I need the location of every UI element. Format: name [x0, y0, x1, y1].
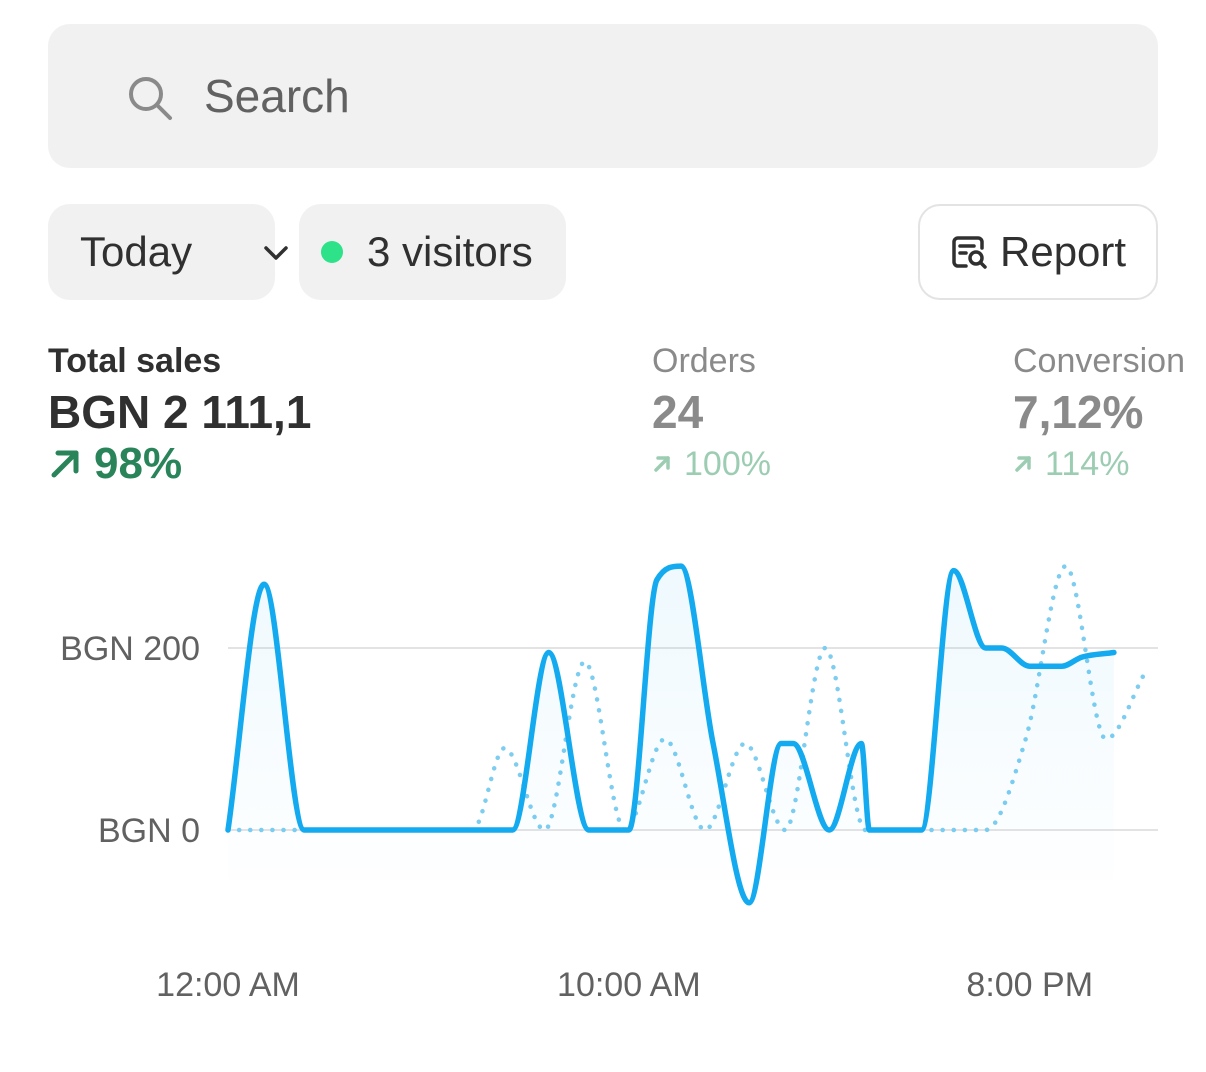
report-label: Report: [1000, 228, 1127, 275]
metric-label: Orders: [652, 342, 756, 380]
y-tick-label: BGN 200: [60, 630, 200, 668]
metric-total-sales[interactable]: Total sales BGN 2 111,1 98%: [48, 340, 311, 488]
live-status-dot: [321, 241, 343, 263]
metric-delta: 100%: [652, 440, 771, 488]
metric-value: BGN 2 111,1: [48, 386, 312, 438]
metric-delta: 98%: [48, 440, 311, 488]
arrow-up-right-icon: [654, 456, 670, 472]
date-range-dropdown[interactable]: Today: [48, 204, 288, 300]
metric-delta: 114%: [1013, 440, 1185, 488]
metric-delta-value: 98%: [94, 439, 183, 488]
search-bar[interactable]: [48, 24, 1158, 168]
report-button[interactable]: Report: [918, 204, 1158, 300]
current-series-line: [225, 563, 1117, 906]
metric-value: 7,12%: [1013, 386, 1144, 438]
arrow-up-right-icon: [51, 450, 79, 478]
live-visitors-button[interactable]: 3 visitors: [299, 204, 566, 300]
metric-label: Conversion: [1013, 342, 1185, 380]
y-tick-label: BGN 0: [98, 812, 200, 850]
metric-orders[interactable]: Orders 24 100%: [652, 340, 771, 488]
current-series-area: [228, 566, 1114, 903]
x-tick-label: 12:00 AM: [156, 966, 300, 1004]
metric-delta-value: 114%: [1045, 445, 1130, 483]
chevron-down-icon: [264, 246, 288, 260]
x-tick-label: 8:00 PM: [966, 966, 1093, 1004]
metric-delta-value: 100%: [684, 445, 771, 483]
date-range-label: Today: [80, 228, 193, 275]
report-icon: [952, 236, 987, 269]
visitors-count: 3 visitors: [367, 228, 533, 275]
search-input[interactable]: [204, 64, 1104, 128]
metric-value: 24: [652, 386, 704, 438]
sales-chart: BGN 0 BGN 200 12:00 AM 10:00 AM 8:00 PM: [60, 563, 1158, 1004]
metric-label: Total sales: [48, 342, 222, 380]
x-tick-label: 10:00 AM: [557, 966, 701, 1004]
search-icon: [129, 77, 172, 120]
metric-conversion[interactable]: Conversion 7,12% 114%: [1013, 340, 1185, 488]
arrow-up-right-icon: [1015, 456, 1031, 472]
